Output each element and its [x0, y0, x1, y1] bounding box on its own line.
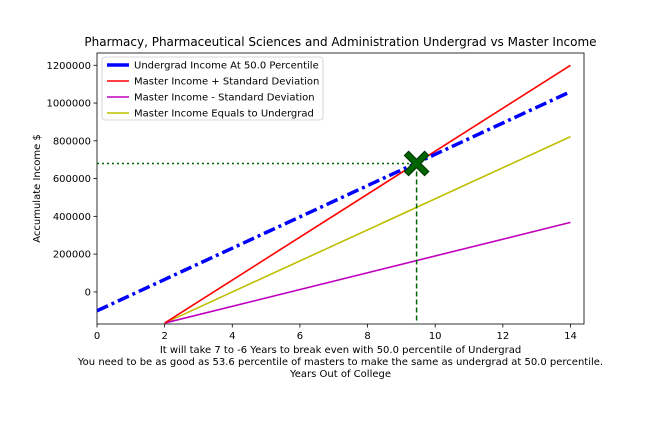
y-tick-label: 800000: [53, 136, 91, 147]
y-tick-label: 1000000: [46, 99, 91, 110]
x-tick-label: 4: [229, 331, 235, 342]
marker-layer: [97, 150, 430, 324]
y-tick-label: 0: [85, 287, 91, 298]
series-line: [164, 135, 571, 324]
y-axis-label: Accumulate Income $: [32, 134, 43, 243]
x-axis-ticks: 0 2 4 6 8 10 12 14: [94, 324, 577, 342]
x-tick-label: 2: [161, 331, 167, 342]
break-even-marker: [405, 151, 429, 176]
legend-label: Master Income + Standard Deviation: [134, 77, 319, 88]
series-line: [164, 221, 571, 324]
series-line: [164, 64, 571, 324]
legend-label: Master Income Equals to Undergrad: [134, 109, 314, 120]
legend: Undergrad Income At 50.0 Percentile Maste…: [101, 56, 324, 121]
chart-title: Pharmacy, Pharmaceutical Sciences and Ad…: [84, 35, 596, 49]
legend-label: Master Income - Standard Deviation: [134, 93, 315, 104]
x-tick-label: 10: [429, 331, 442, 342]
y-tick-label: 400000: [53, 212, 91, 223]
x-tick-label: 6: [297, 331, 303, 342]
legend-label: Undergrad Income At 50.0 Percentile: [134, 61, 319, 72]
x-tick-label: 14: [564, 331, 577, 342]
x-axis-label-line-1: It will take 7 to -6 Years to break even…: [160, 345, 521, 356]
x-axis-label-line-2: You need to be as good as 53.6 percentil…: [77, 357, 603, 368]
y-tick-label: 600000: [53, 174, 91, 185]
y-axis-ticks: 0 200000 400000 600000 800000 1000000 1200000: [46, 61, 97, 298]
y-tick-label: 200000: [53, 250, 91, 261]
y-tick-label: 1200000: [46, 61, 91, 72]
series-line: [97, 90, 572, 313]
x-tick-label: 8: [364, 331, 370, 342]
x-tick-label: 12: [496, 331, 509, 342]
x-tick-label: 0: [94, 331, 100, 342]
x-axis-label-line-3: Years Out of College: [289, 369, 391, 380]
legend-box: [101, 56, 324, 121]
series-layer: [97, 64, 572, 324]
